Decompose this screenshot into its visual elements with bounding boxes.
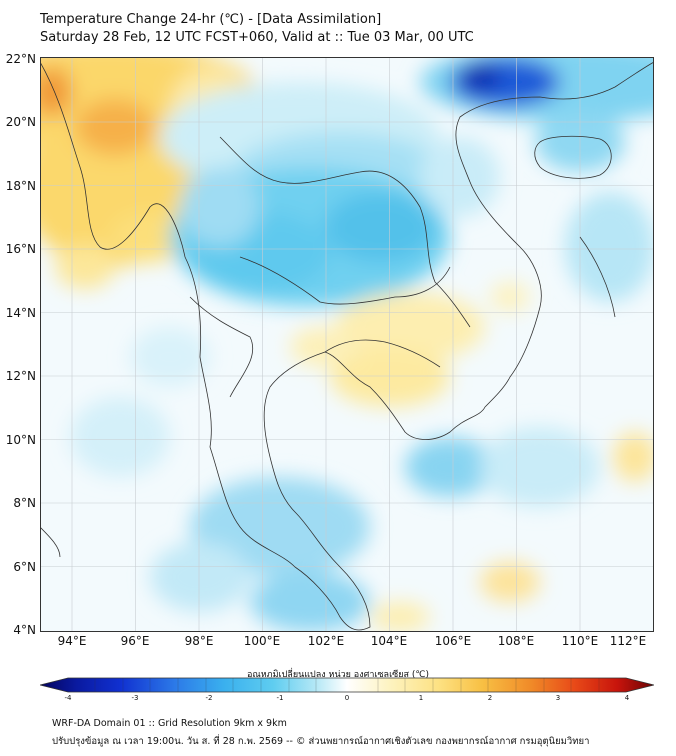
lon-label: 102°E [307,634,345,648]
colorbar-tick: 4 [624,694,630,702]
lat-label: 18°N [5,179,36,193]
lon-label: 106°E [434,634,472,648]
temperature-field [40,57,654,632]
footer-credit: ปรับปรุงข้อมูล ณ เวลา 19:00น. วัน ส. ที่… [52,736,590,747]
lat-label: 4°N [13,623,36,637]
lat-label: 10°N [5,433,36,447]
footer-model-info: WRF-DA Domain 01 :: Grid Resolution 9km … [52,718,287,729]
temperature-change-map [40,57,654,632]
colorbar-tick: -3 [131,694,139,702]
coastlines [40,61,654,631]
colorbar [40,677,654,693]
lat-label: 14°N [5,306,36,320]
colorbar-tick: 1 [418,694,424,702]
colorbar-title: อุณหภูมิเปลี่ยนแปลง หน่วย องศาเซลเซียส (… [246,670,430,680]
lat-label: 12°N [5,369,36,383]
colorbar-tick: -2 [205,694,213,702]
map-title: Temperature Change 24-hr (℃) - [Data Ass… [40,12,382,27]
lon-label: 98°E [184,634,214,648]
colorbar-tick: 2 [487,694,493,702]
lon-label: 108°E [497,634,535,648]
lon-label: 110°E [561,634,599,648]
graticule [40,57,654,632]
lon-label: 100°E [243,634,281,648]
lat-label: 16°N [5,242,36,256]
lat-label: 22°N [5,52,36,66]
colorbar-tick: 0 [344,694,350,702]
lat-label: 20°N [5,115,36,129]
lat-label: 6°N [13,560,36,574]
colorbar-tick: -1 [276,694,284,702]
lon-label: 94°E [57,634,87,648]
lon-label: 112°E [609,634,647,648]
lon-label: 104°E [370,634,408,648]
map-subtitle: Saturday 28 Feb, 12 UTC FCST+060, Valid … [40,30,474,45]
lon-label: 96°E [120,634,150,648]
colorbar-tick: -4 [64,694,72,702]
lat-label: 8°N [13,496,36,510]
colorbar-tick: 3 [555,694,561,702]
